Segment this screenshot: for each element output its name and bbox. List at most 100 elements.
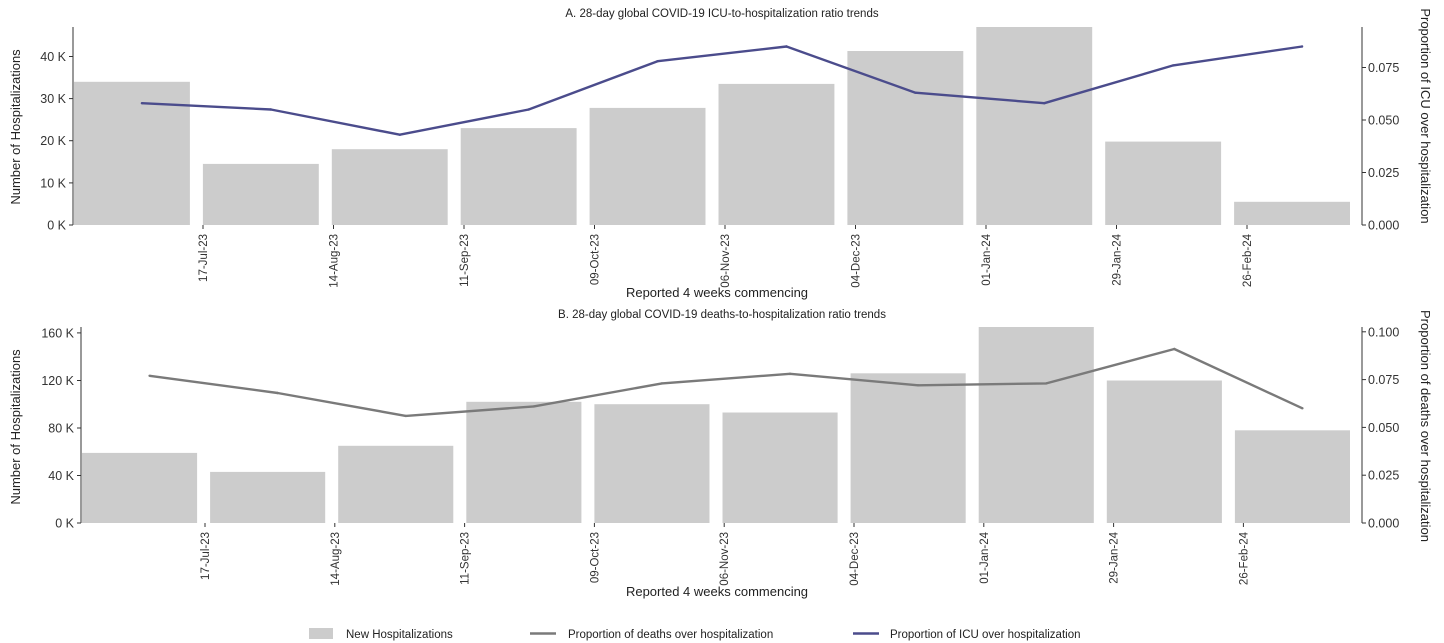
panel-b-y2-tick-label: 0.025 <box>1368 469 1399 483</box>
panel-a-y-tick-label: 40 K <box>40 50 66 64</box>
panel-b-bar <box>1234 430 1350 523</box>
panel-a-ratio-point <box>527 108 530 111</box>
legend: New Hospitalizations Proportion of death… <box>309 628 1081 641</box>
panel-b-x-axis-title: Reported 4 weeks commencing <box>626 584 808 599</box>
panel-b-y-tick-label: 80 K <box>48 422 74 436</box>
panel-a-bar <box>202 163 319 225</box>
panel-a-y-tick-label: 30 K <box>40 92 66 106</box>
panel-a-ratio-point <box>1300 45 1304 48</box>
panel-a-y-tick-label: 10 K <box>40 176 66 190</box>
panel-a-bar <box>331 149 448 225</box>
panel-b-ratio-line <box>149 347 1303 418</box>
panel-a-x-tick-label: 11-Sep-23 <box>459 234 471 287</box>
panel-a-bars <box>74 27 1350 226</box>
panel-a-y-tick-label: 20 K <box>40 134 66 148</box>
panel-b-bar <box>722 412 838 523</box>
panel-b-x-tick-label: 04-Dec-23 <box>849 532 861 586</box>
panel-b-x-tick-label: 14-Aug-23 <box>330 532 342 586</box>
panel-a-y2-axis-title: Proportion of ICU over hospitalization <box>1418 8 1433 223</box>
panel-b-x-tick-label: 11-Sep-23 <box>460 532 472 585</box>
panel-a-title: A. 28-day global COVID-19 ICU-to-hospita… <box>565 8 878 20</box>
panel-b-bars <box>82 327 1350 523</box>
panel-b-y-tick-label: 40 K <box>48 469 74 483</box>
panel-a-y2-tick-label: 0.025 <box>1368 166 1399 180</box>
panel-a-x-tick-label: 06-Nov-23 <box>720 234 732 288</box>
panel-a-bar <box>74 81 190 225</box>
panel-a-ratio-point <box>914 91 917 94</box>
panel-b-y-tick-label: 160 K <box>41 326 74 340</box>
panel-b-bar <box>210 471 326 523</box>
panel-a-y2-tick-label: 0.075 <box>1368 61 1399 75</box>
panel-a-x-axis-title: Reported 4 weeks commencing <box>626 285 808 300</box>
panel-a-ratio-line <box>141 45 1303 136</box>
panel-a-y2-tick-label: 0.050 <box>1368 114 1399 128</box>
panel-b-title: B. 28-day global COVID-19 deaths-to-hosp… <box>558 309 886 321</box>
panel-b-bar <box>1106 380 1222 523</box>
panel-b-ratio-point <box>1301 407 1304 410</box>
panel-a-x-tick-label: 04-Dec-23 <box>851 234 863 288</box>
panel-b-ratio-point <box>532 405 535 408</box>
panel-b-bar <box>466 401 582 523</box>
panel-a-y-tick-label: 0 K <box>47 219 66 233</box>
panel-a-x-tick-label: 29-Jan-24 <box>1112 233 1124 285</box>
panel-b-ratio-point <box>276 391 279 395</box>
panel-a-x-tick-label: 09-Oct-23 <box>590 234 602 285</box>
panel-a-bar <box>718 83 835 226</box>
panel-b-ratio-point <box>404 414 407 418</box>
legend-icu-label: Proportion of ICU over hospitalization <box>890 629 1081 641</box>
legend-bars-swatch <box>309 628 333 639</box>
panel-a-bar <box>589 107 706 225</box>
panel-b-x-tick-label: 29-Jan-24 <box>1109 531 1121 583</box>
panel-b-ratio-point <box>660 382 664 385</box>
panel-b-bar <box>338 445 454 523</box>
panel-b-ratio-point <box>916 384 920 387</box>
panel-a-bar <box>847 51 964 225</box>
panel-b-y2-tick-label: 0.100 <box>1368 325 1399 339</box>
panel-b-x-tick-label: 26-Feb-24 <box>1238 531 1250 585</box>
panel-a-ratio-point <box>656 60 659 63</box>
panel-a-y2-tick-label: 0.000 <box>1368 219 1399 233</box>
panel-a-x-tick-label: 01-Jan-24 <box>981 233 993 285</box>
panel-b-y-tick-label: 120 K <box>41 374 74 388</box>
panel-b-y2-tick-label: 0.000 <box>1368 517 1399 531</box>
panel-a-x-tick-label: 26-Feb-24 <box>1242 233 1254 287</box>
panel-a-bar <box>1105 141 1222 225</box>
panel-a-bar <box>976 27 1093 225</box>
panel-b-bar <box>978 327 1094 523</box>
panel-b-y2-tick-label: 0.075 <box>1368 373 1399 387</box>
panel-a-bar <box>1234 201 1350 225</box>
panel-a-bar <box>460 128 577 225</box>
panel-b-bar <box>594 404 710 523</box>
panel-a-x-tick-label: 14-Aug-23 <box>329 234 341 288</box>
panel-b-ratio-point <box>148 374 151 377</box>
panel-b-ratio-point <box>788 372 792 375</box>
panel-b-x-tick-label: 01-Jan-24 <box>979 531 991 583</box>
panel-b-axes: 0 K 40 K 80 K 120 K 160 K 0.000 0.025 0.050 0.07… <box>41 325 1399 585</box>
panel-b: B. 28-day global COVID-19 deaths-to-hosp… <box>8 309 1433 599</box>
panel-a-line <box>140 45 1304 136</box>
panel-a-ratio-point <box>269 108 273 111</box>
panel-b-x-tick-label: 17-Jul-23 <box>200 532 212 580</box>
panel-b-x-tick-label: 09-Oct-23 <box>589 532 601 583</box>
panel-b-y-tick-label: 0 K <box>55 517 74 531</box>
panel-a-ratio-point <box>140 102 144 105</box>
panel-a-axes: 0 K 10 K 20 K 30 K 40 K 0.000 0.025 0.050 0.075 1… <box>40 27 1399 288</box>
legend-bars-label: New Hospitalizations <box>346 629 453 641</box>
panel-b-ratio-point <box>1173 347 1176 351</box>
panel-a-ratio-point <box>398 133 401 136</box>
panel-a-ratio-point <box>1172 64 1175 67</box>
panel-b-x-tick-label: 06-Nov-23 <box>719 532 731 586</box>
legend-deaths-label: Proportion of deaths over hospitalizatio… <box>568 629 773 641</box>
panel-a-ratio-point <box>785 45 788 48</box>
panel-a-x-tick-label: 17-Jul-23 <box>198 234 210 282</box>
panel-b-y2-axis-title: Proportion of deaths over hospitalizatio… <box>1418 310 1433 542</box>
panel-b-ratio-point <box>1045 382 1048 385</box>
panel-b-line <box>148 347 1304 418</box>
panel-b-bar <box>82 452 198 523</box>
panel-b-y-axis-title: Number of Hospitalizations <box>8 349 23 505</box>
panel-b-y2-tick-label: 0.050 <box>1368 421 1399 435</box>
panel-a-y-axis-title: Number of Hospitalizations <box>8 49 23 205</box>
panel-b-bar <box>850 373 966 523</box>
panel-a-ratio-point <box>1043 102 1046 105</box>
